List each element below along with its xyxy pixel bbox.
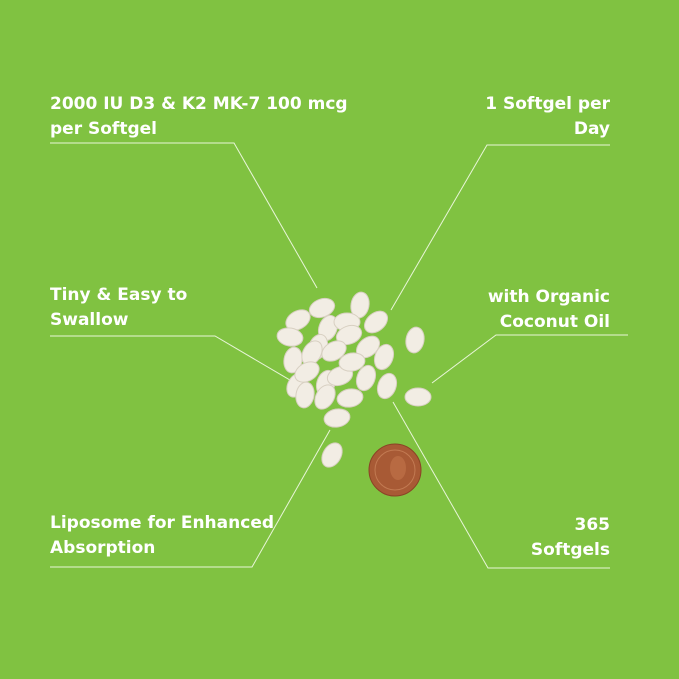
softgel (404, 387, 432, 407)
feature-dose: 2000 IU D3 & K2 MK-7 100 mcg per Softgel (50, 94, 348, 139)
penny-image (368, 443, 422, 497)
callout-line-size (50, 335, 296, 384)
softgel (321, 442, 343, 468)
softgel (308, 297, 336, 319)
feature-size: Tiny & Easy to Swallow (50, 285, 188, 330)
softgel (321, 340, 347, 362)
feature-oil: with Organic Coconut Oil (487, 287, 610, 332)
softgel (294, 361, 320, 383)
feature-liposome: Liposome for Enhanced Absorption (50, 513, 275, 558)
callout-line-liposome (50, 429, 331, 568)
softgel (336, 388, 364, 408)
softgel (276, 327, 304, 347)
softgel (285, 309, 311, 331)
callout-line-oil (431, 334, 628, 384)
softgel (355, 364, 377, 392)
feature-daily: 1 Softgel per Day (485, 94, 610, 139)
softgel (405, 326, 425, 354)
feature-count: 365 Softgels (530, 515, 610, 560)
softgel (314, 384, 336, 410)
softgel (295, 381, 315, 409)
softgel (323, 408, 351, 428)
softgel (283, 346, 303, 374)
softgel (335, 324, 363, 346)
callout-line-daily (390, 144, 610, 311)
softgel (338, 352, 366, 372)
softgel (373, 343, 395, 371)
softgels-image (276, 291, 432, 468)
callout-line-dose (50, 142, 318, 289)
callout-line-count (392, 401, 610, 569)
softgel (376, 372, 398, 400)
softgel (363, 310, 389, 334)
